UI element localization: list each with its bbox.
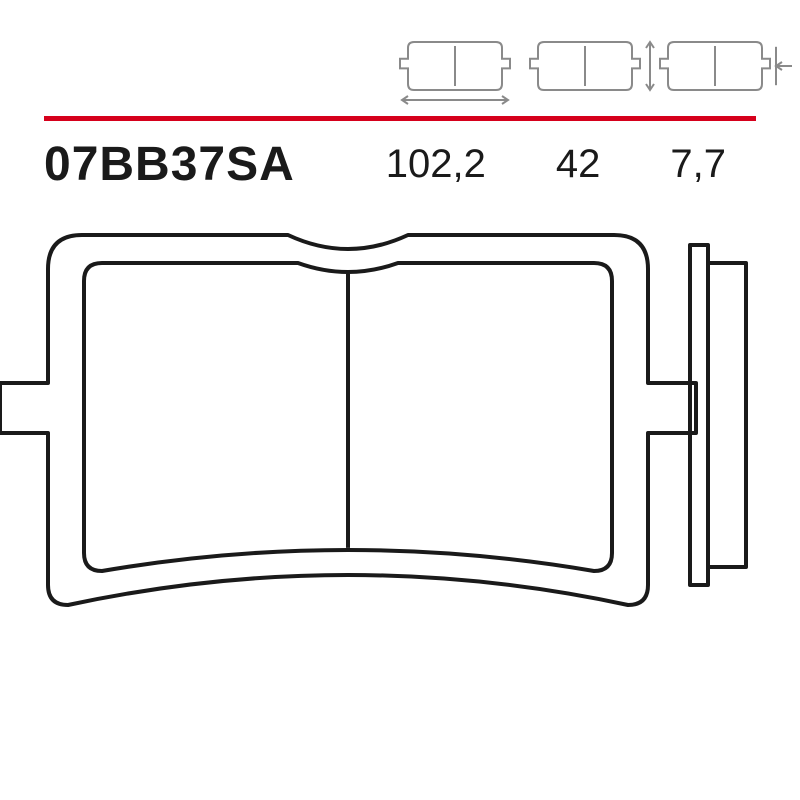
thickness-icon [660, 42, 792, 90]
dim-height: 42 [556, 142, 601, 187]
dim-thickness: 7,7 [670, 142, 726, 187]
divider-rule [44, 116, 756, 121]
dimension-icons-row [0, 38, 800, 108]
dimensions: 102,2 42 7,7 [386, 142, 756, 187]
width-icon [400, 42, 510, 104]
front-view [0, 235, 696, 605]
height-icon [530, 42, 654, 90]
brake-pad-drawing [0, 225, 800, 765]
side-view [690, 245, 746, 585]
dim-width: 102,2 [386, 142, 486, 187]
product-spec-card: 07BB37SA 102,2 42 7,7 [0, 0, 800, 800]
spec-row: 07BB37SA 102,2 42 7,7 [44, 134, 756, 194]
part-number: 07BB37SA [44, 137, 295, 192]
